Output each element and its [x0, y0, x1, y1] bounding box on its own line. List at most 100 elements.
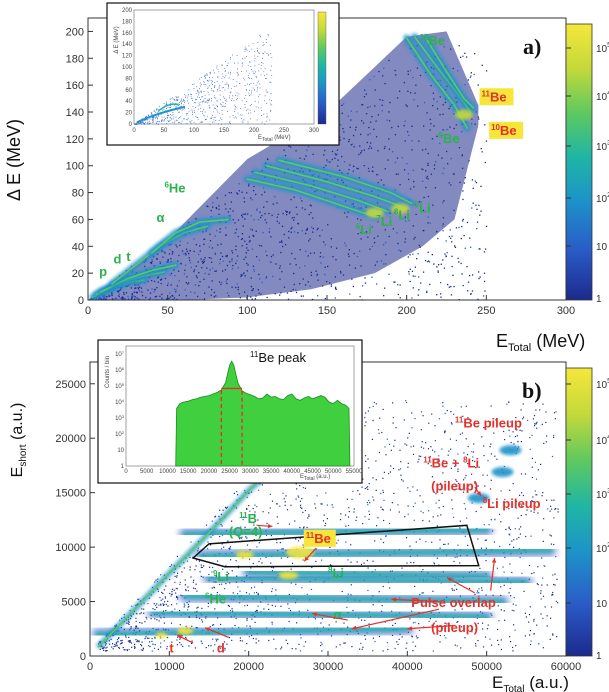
- panel-a-inset-dot: [225, 60, 226, 62]
- panel-a-dot: [176, 285, 178, 287]
- panel-b-dot: [374, 540, 376, 542]
- panel-a-inset-dot: [191, 120, 193, 122]
- panel-a-dot: [178, 294, 180, 296]
- panel-b-dot: [472, 460, 474, 462]
- panel-a-dot: [203, 243, 205, 245]
- panel-b-dot: [452, 589, 454, 591]
- panel-a-inset-dot: [184, 94, 186, 95]
- panel-a-spot-11Be: [455, 109, 474, 120]
- panel-a-inset-dot: [181, 101, 183, 102]
- panel-a-dot: [384, 229, 386, 231]
- panel-a-y-tick-label: 180: [66, 53, 84, 65]
- panel-a-dot: [377, 150, 379, 152]
- panel-b-dot: [197, 547, 199, 549]
- panel-b-dot: [520, 441, 522, 443]
- panel-a-dot: [213, 296, 215, 298]
- panel-a-inset-dot: [208, 80, 210, 82]
- panel-a-inset-dot: [168, 121, 170, 122]
- panel-b-dot: [176, 644, 178, 646]
- panel-b-dot: [171, 588, 173, 590]
- panel-a-dot: [450, 286, 452, 288]
- panel-b-dot: [411, 636, 414, 638]
- panel-b-label: d: [217, 641, 225, 656]
- panel-a-dot: [469, 274, 471, 277]
- panel-b-dot: [119, 643, 121, 645]
- panel-b-dot: [481, 587, 483, 589]
- panel-b-dot: [378, 635, 381, 637]
- panel-a-dot: [123, 299, 125, 300]
- panel-a-inset-dot: [216, 65, 218, 67]
- panel-a-inset-dot: [137, 123, 139, 125]
- panel-a-dot: [449, 126, 451, 128]
- panel-b-dot: [474, 460, 476, 462]
- panel-b-highlight-label: 11Be: [306, 531, 331, 546]
- panel-a-inset-dot: [270, 53, 272, 54]
- panel-b-dot: [219, 509, 221, 511]
- panel-b-dot: [509, 435, 511, 437]
- panel-b-dot: [531, 572, 533, 575]
- panel-a-dot: [169, 249, 171, 251]
- panel-a-dot: [339, 139, 341, 141]
- panel-b-y-tick-label: 5000: [62, 597, 86, 609]
- panel-b-dot: [176, 596, 178, 598]
- panel-a-dot: [133, 291, 135, 293]
- panel-a-dot: [364, 282, 367, 284]
- panel-a-inset-dot: [204, 111, 206, 113]
- panel-a-dot: [309, 204, 312, 206]
- panel-b-dot: [231, 520, 233, 522]
- panel-b-dot: [550, 505, 552, 507]
- panel-b-dot: [467, 463, 469, 465]
- panel-a-inset-dot: [244, 106, 246, 108]
- panel-a-dot: [433, 98, 435, 100]
- panel-a-inset-dot: [219, 90, 221, 91]
- panel-a-inset-dot: [266, 103, 268, 104]
- panel-b-dot: [162, 603, 164, 605]
- panel-b-dot: [553, 517, 555, 519]
- panel-a-inset-dot: [265, 120, 267, 122]
- panel-a-inset-dot: [196, 90, 198, 92]
- panel-b-dot: [465, 405, 467, 407]
- panel-a-inset-dot: [260, 35, 261, 37]
- panel-a-dot: [197, 295, 199, 298]
- panel-a-inset-dot: [147, 123, 149, 125]
- panel-a-inset-dot: [167, 120, 169, 122]
- panel-a-inset-dot: [215, 120, 217, 121]
- panel-a-dot: [184, 289, 186, 291]
- panel-b-dot: [427, 463, 429, 465]
- panel-a-dot: [228, 295, 230, 297]
- panel-b-dot: [549, 510, 551, 512]
- panel-a-dot: [258, 273, 260, 276]
- panel-b-dot: [416, 637, 418, 639]
- panel-b-dot: [486, 628, 489, 630]
- panel-b-dot: [381, 431, 383, 434]
- panel-a-inset-dot: [262, 42, 264, 44]
- panel-b-dot: [541, 423, 543, 425]
- panel-a-dot: [168, 253, 171, 255]
- panel-a-inset-dot: [255, 106, 257, 108]
- panel-a-spot-9Li: [391, 203, 410, 214]
- panel-b-dot: [227, 604, 229, 606]
- panel-a-inset-dot: [211, 118, 212, 119]
- panel-a-inset-x-tick-label: 150: [219, 128, 230, 134]
- panel-b-dot: [450, 467, 452, 469]
- panel-b-dot: [300, 504, 302, 506]
- label-element: Be: [428, 33, 445, 48]
- panel-a-dot: [356, 255, 359, 258]
- panel-b-dot: [419, 495, 421, 497]
- panel-a-dot: [215, 207, 217, 209]
- panel-a-dot: [319, 252, 322, 254]
- panel-b-inset-x-tick-label: 50000: [325, 469, 342, 475]
- panel-a-inset-dot: [254, 58, 256, 59]
- panel-b-dot: [457, 488, 459, 490]
- panel-a-inset-dot: [227, 62, 229, 64]
- panel-a-dot: [483, 280, 486, 283]
- panel-a-inset-dot: [204, 77, 206, 79]
- panel-a-inset-dot: [193, 88, 195, 89]
- panel-a-dot: [245, 252, 247, 254]
- panel-a-dot: [312, 227, 314, 230]
- panel-a-inset-dot: [226, 100, 228, 102]
- panel-a-dot: [458, 147, 461, 149]
- panel-a-inset-dot: [217, 106, 218, 107]
- panel-b-dot: [187, 586, 189, 588]
- panel-b-pileup-spot: [491, 466, 514, 477]
